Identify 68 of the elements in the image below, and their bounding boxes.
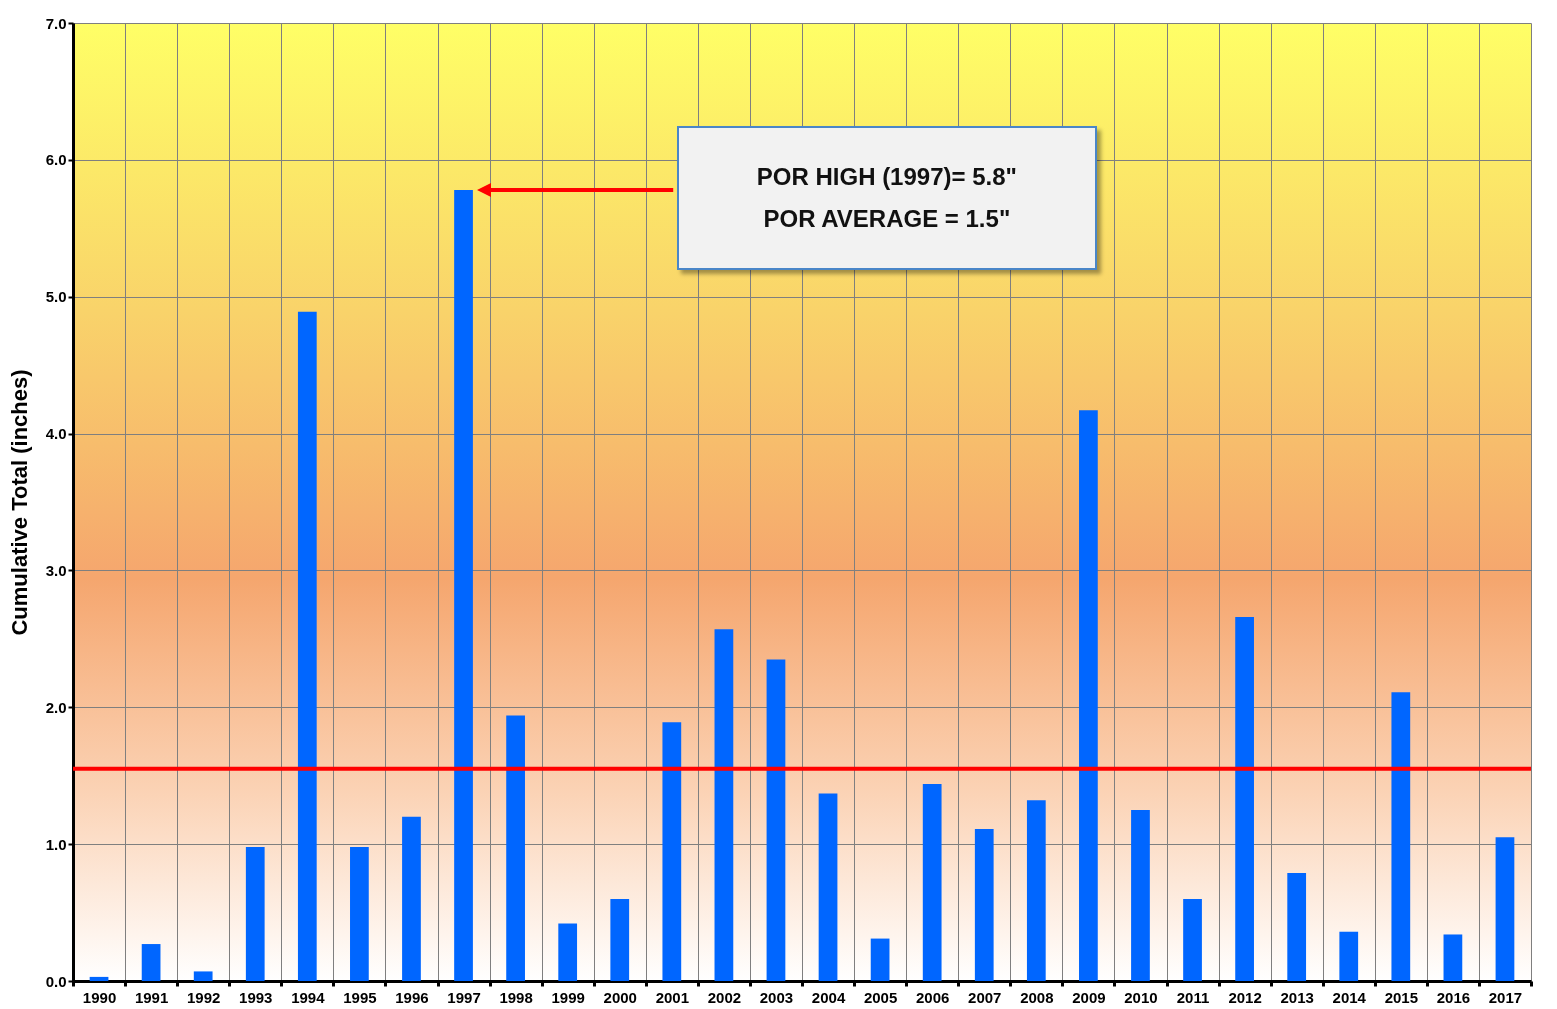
annotation: POR HIGH (1997)= 5.8" bbox=[756, 162, 1017, 191]
x-tick-label: 2010 bbox=[1124, 988, 1158, 1006]
x-tick-label: 1991 bbox=[134, 988, 169, 1006]
bar bbox=[662, 722, 682, 981]
note-box: POR HIGH (1997)= 5.8" POR AVERAGE = 1.5" bbox=[677, 126, 1097, 270]
bar bbox=[714, 629, 734, 981]
y-tick-label: 5.0 bbox=[45, 288, 67, 306]
x-tick-label: 1998 bbox=[499, 988, 533, 1006]
x-tick-label: 2001 bbox=[655, 988, 690, 1006]
bar bbox=[870, 938, 890, 981]
x-tick-label: 2008 bbox=[1020, 988, 1054, 1006]
x-tick-label: 2014 bbox=[1332, 988, 1367, 1006]
x-tick-label: 2007 bbox=[968, 988, 1002, 1006]
bar bbox=[1443, 934, 1463, 981]
y-tick-label: 0.0 bbox=[45, 972, 67, 990]
bar bbox=[402, 816, 421, 981]
y-tick-label: 1.0 bbox=[45, 835, 67, 853]
x-tick-label: 2017 bbox=[1488, 988, 1523, 1006]
bar bbox=[297, 311, 317, 981]
x-tick-label: 2002 bbox=[707, 988, 742, 1006]
bar bbox=[1235, 616, 1254, 981]
y-axis-title: Cumulative Total (inches) bbox=[6, 369, 32, 636]
bar bbox=[89, 976, 109, 981]
x-tick-label: 1994 bbox=[291, 988, 326, 1006]
bar bbox=[818, 793, 838, 981]
x-tick-label: 2011 bbox=[1176, 988, 1210, 1006]
x-tick-label: 1990 bbox=[82, 988, 117, 1006]
x-tick-label: 2016 bbox=[1436, 988, 1471, 1006]
bar bbox=[454, 189, 473, 981]
x-tick-label: 2013 bbox=[1280, 988, 1314, 1006]
bar bbox=[1339, 931, 1359, 981]
y-tick-label: 6.0 bbox=[45, 151, 67, 169]
bar bbox=[1079, 410, 1098, 981]
bar bbox=[1391, 692, 1411, 981]
x-tick-label: 2005 bbox=[863, 988, 898, 1006]
bar bbox=[350, 846, 369, 981]
y-tick-label: 2.0 bbox=[45, 698, 67, 716]
x-tick-label: 2015 bbox=[1384, 988, 1419, 1006]
bar bbox=[1026, 800, 1046, 981]
x-tick-label: 1999 bbox=[551, 988, 585, 1006]
x-tick-label: 2000 bbox=[603, 988, 637, 1006]
x-tick-label: 1997 bbox=[447, 988, 481, 1006]
bar bbox=[922, 783, 942, 981]
y-tick-label: 4.0 bbox=[45, 425, 67, 443]
bar bbox=[245, 846, 265, 981]
bar bbox=[558, 923, 578, 981]
x-tick-label: 2009 bbox=[1072, 988, 1106, 1006]
bar bbox=[1287, 872, 1307, 981]
x-tick-label: 1996 bbox=[395, 988, 429, 1006]
x-tick-label: 1992 bbox=[186, 988, 221, 1006]
annotation: POR AVERAGE = 1.5" bbox=[763, 204, 1011, 233]
x-tick-label: 1995 bbox=[343, 988, 377, 1006]
bar bbox=[1183, 898, 1202, 981]
x-tick-label: 2012 bbox=[1228, 988, 1262, 1006]
bar bbox=[766, 659, 786, 981]
bar bbox=[974, 829, 994, 981]
bar bbox=[193, 971, 213, 981]
x-tick-label: 2006 bbox=[915, 988, 950, 1006]
bar bbox=[1495, 837, 1515, 981]
y-tick-label: 3.0 bbox=[45, 561, 67, 579]
bar bbox=[610, 898, 630, 981]
x-tick-label: 2003 bbox=[759, 988, 794, 1006]
y-tick-label: 7.0 bbox=[45, 14, 67, 32]
bar bbox=[141, 944, 161, 981]
bar bbox=[1131, 809, 1150, 981]
x-tick-label: 1993 bbox=[239, 988, 273, 1006]
x-tick-label: 2004 bbox=[811, 988, 846, 1006]
bar bbox=[506, 715, 525, 981]
